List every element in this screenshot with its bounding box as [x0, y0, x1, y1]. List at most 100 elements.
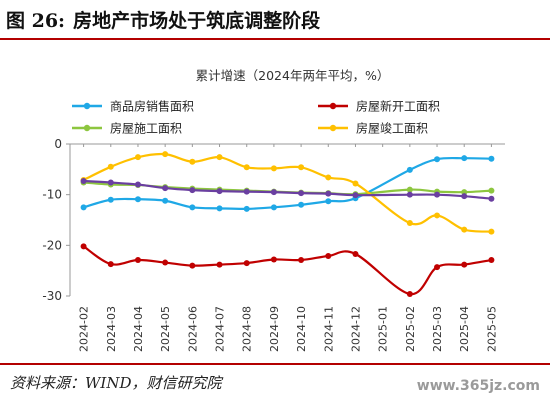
data-point — [134, 181, 141, 188]
x-tick-label: 2025-01 — [377, 306, 390, 352]
data-point — [352, 192, 359, 199]
x-tick-label: 2024-12 — [349, 306, 362, 352]
data-point — [488, 187, 495, 194]
data-point — [162, 151, 169, 158]
data-point — [189, 204, 196, 211]
figure-number: 图 26: — [6, 10, 66, 32]
data-point — [243, 205, 250, 212]
data-point — [488, 195, 495, 202]
data-point — [134, 196, 141, 203]
data-point — [162, 185, 169, 192]
data-point — [461, 155, 468, 162]
y-tick-label: -20 — [42, 238, 62, 252]
data-point — [406, 290, 413, 297]
x-tick-label: 2024-11 — [322, 306, 335, 352]
legend-swatch-marker — [83, 102, 91, 110]
data-point — [406, 220, 413, 227]
y-tick-label: 0 — [54, 137, 62, 151]
data-point — [243, 260, 250, 267]
data-point — [80, 204, 87, 211]
data-point — [162, 259, 169, 266]
data-point — [107, 261, 114, 268]
data-point — [270, 189, 277, 196]
legend-swatch-marker — [83, 124, 91, 132]
legend-swatch-marker — [329, 102, 337, 110]
data-point — [298, 190, 305, 197]
data-point — [406, 166, 413, 173]
series-line — [82, 245, 492, 296]
data-point — [80, 243, 87, 250]
data-point — [243, 188, 250, 195]
series-line — [83, 156, 492, 210]
x-tick-label: 2024-05 — [159, 306, 172, 352]
x-tick-label: 2024-06 — [186, 306, 199, 352]
x-tick-label: 2025-04 — [458, 306, 471, 352]
x-tick-label: 2024-10 — [295, 306, 308, 352]
data-point — [461, 261, 468, 268]
figure-title: 房地产市场处于筑底调整阶段 — [73, 10, 321, 32]
data-point — [216, 188, 223, 195]
x-tick-label: 2024-08 — [241, 306, 254, 352]
data-point — [434, 191, 441, 198]
data-point — [434, 264, 441, 271]
x-tick-label: 2025-02 — [404, 306, 417, 352]
data-point — [298, 257, 305, 264]
data-point — [270, 256, 277, 263]
legend-swatch-marker — [329, 124, 337, 132]
data-point — [189, 158, 196, 165]
data-point — [298, 201, 305, 208]
x-tick-label: 2025-03 — [431, 306, 444, 352]
data-point — [134, 154, 141, 161]
data-point — [189, 262, 196, 269]
figure-header: 图 26: 房地产市场处于筑底调整阶段 — [6, 6, 320, 33]
data-point — [325, 190, 332, 197]
x-tick-label: 2024-03 — [105, 306, 118, 352]
x-tick-label: 2024-04 — [132, 306, 145, 352]
data-point — [488, 257, 495, 264]
x-tick-label: 2024-02 — [78, 306, 91, 352]
data-point — [406, 191, 413, 198]
y-tick-label: -10 — [42, 188, 62, 202]
legend-label: 房屋竣工面积 — [356, 121, 428, 136]
data-point — [461, 226, 468, 233]
watermark: www.365jz.com — [416, 378, 540, 394]
data-point — [216, 205, 223, 212]
data-point — [189, 187, 196, 194]
data-point — [216, 154, 223, 161]
legend-label: 房屋新开工面积 — [356, 99, 440, 114]
data-point — [352, 180, 359, 187]
y-tick-label: -30 — [42, 289, 62, 303]
data-point — [298, 164, 305, 171]
data-point — [107, 163, 114, 170]
chart-title: 累计增速（2024年两年平均，%） — [196, 68, 390, 83]
data-point — [325, 198, 332, 205]
x-tick-label: 2024-07 — [214, 306, 227, 352]
data-point — [488, 155, 495, 162]
data-point — [107, 179, 114, 186]
data-point — [162, 197, 169, 204]
data-point — [434, 212, 441, 219]
data-point — [406, 186, 413, 193]
data-point — [488, 228, 495, 235]
data-point — [270, 165, 277, 172]
data-point — [270, 204, 277, 211]
data-point — [325, 252, 332, 259]
data-point — [80, 177, 87, 184]
data-point — [325, 174, 332, 181]
header-rule — [0, 38, 550, 40]
data-point — [352, 250, 359, 257]
legend-label: 房屋施工面积 — [110, 121, 182, 136]
data-point — [461, 193, 468, 200]
data-point — [434, 156, 441, 163]
source-note: 资料来源：WIND，财信研究院 — [10, 374, 222, 392]
legend-label: 商品房销售面积 — [110, 99, 194, 114]
series-line — [83, 179, 492, 200]
data-point — [243, 164, 250, 171]
data-point — [107, 196, 114, 203]
data-point — [216, 261, 223, 268]
x-tick-label: 2025-05 — [485, 306, 498, 352]
x-tick-label: 2024-09 — [268, 306, 281, 352]
footer-rule — [0, 363, 550, 365]
data-point — [134, 257, 141, 264]
